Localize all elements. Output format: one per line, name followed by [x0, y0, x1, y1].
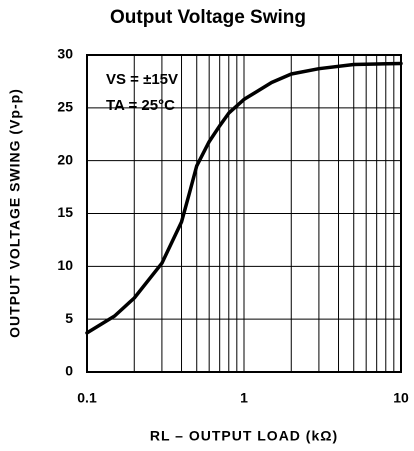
data-line	[85, 61, 403, 335]
chart-title: Output Voltage Swing	[110, 7, 306, 28]
x-axis-label: RL – OUTPUT LOAD (kΩ)	[150, 428, 338, 444]
y-tick-label: 30	[57, 46, 73, 62]
y-tick-label: 25	[57, 99, 73, 115]
y-tick-label: 15	[57, 204, 73, 220]
plot-frame	[86, 54, 402, 373]
y-tick-label: 20	[57, 151, 73, 167]
y-axis-label: OUTPUT VOLTAGE SWING (Vp-p)	[7, 88, 23, 338]
y-tick-label: 0	[65, 363, 73, 379]
y-tick-label: 10	[57, 257, 73, 273]
x-tick-label: 10	[393, 390, 409, 406]
x-tick-label: 0.1	[77, 390, 97, 406]
annotation: VS = ±15V	[106, 71, 178, 88]
annotation: TA = 25°C	[106, 97, 175, 114]
y-tick-label: 5	[65, 310, 73, 326]
x-tick-label: 1	[240, 390, 248, 406]
